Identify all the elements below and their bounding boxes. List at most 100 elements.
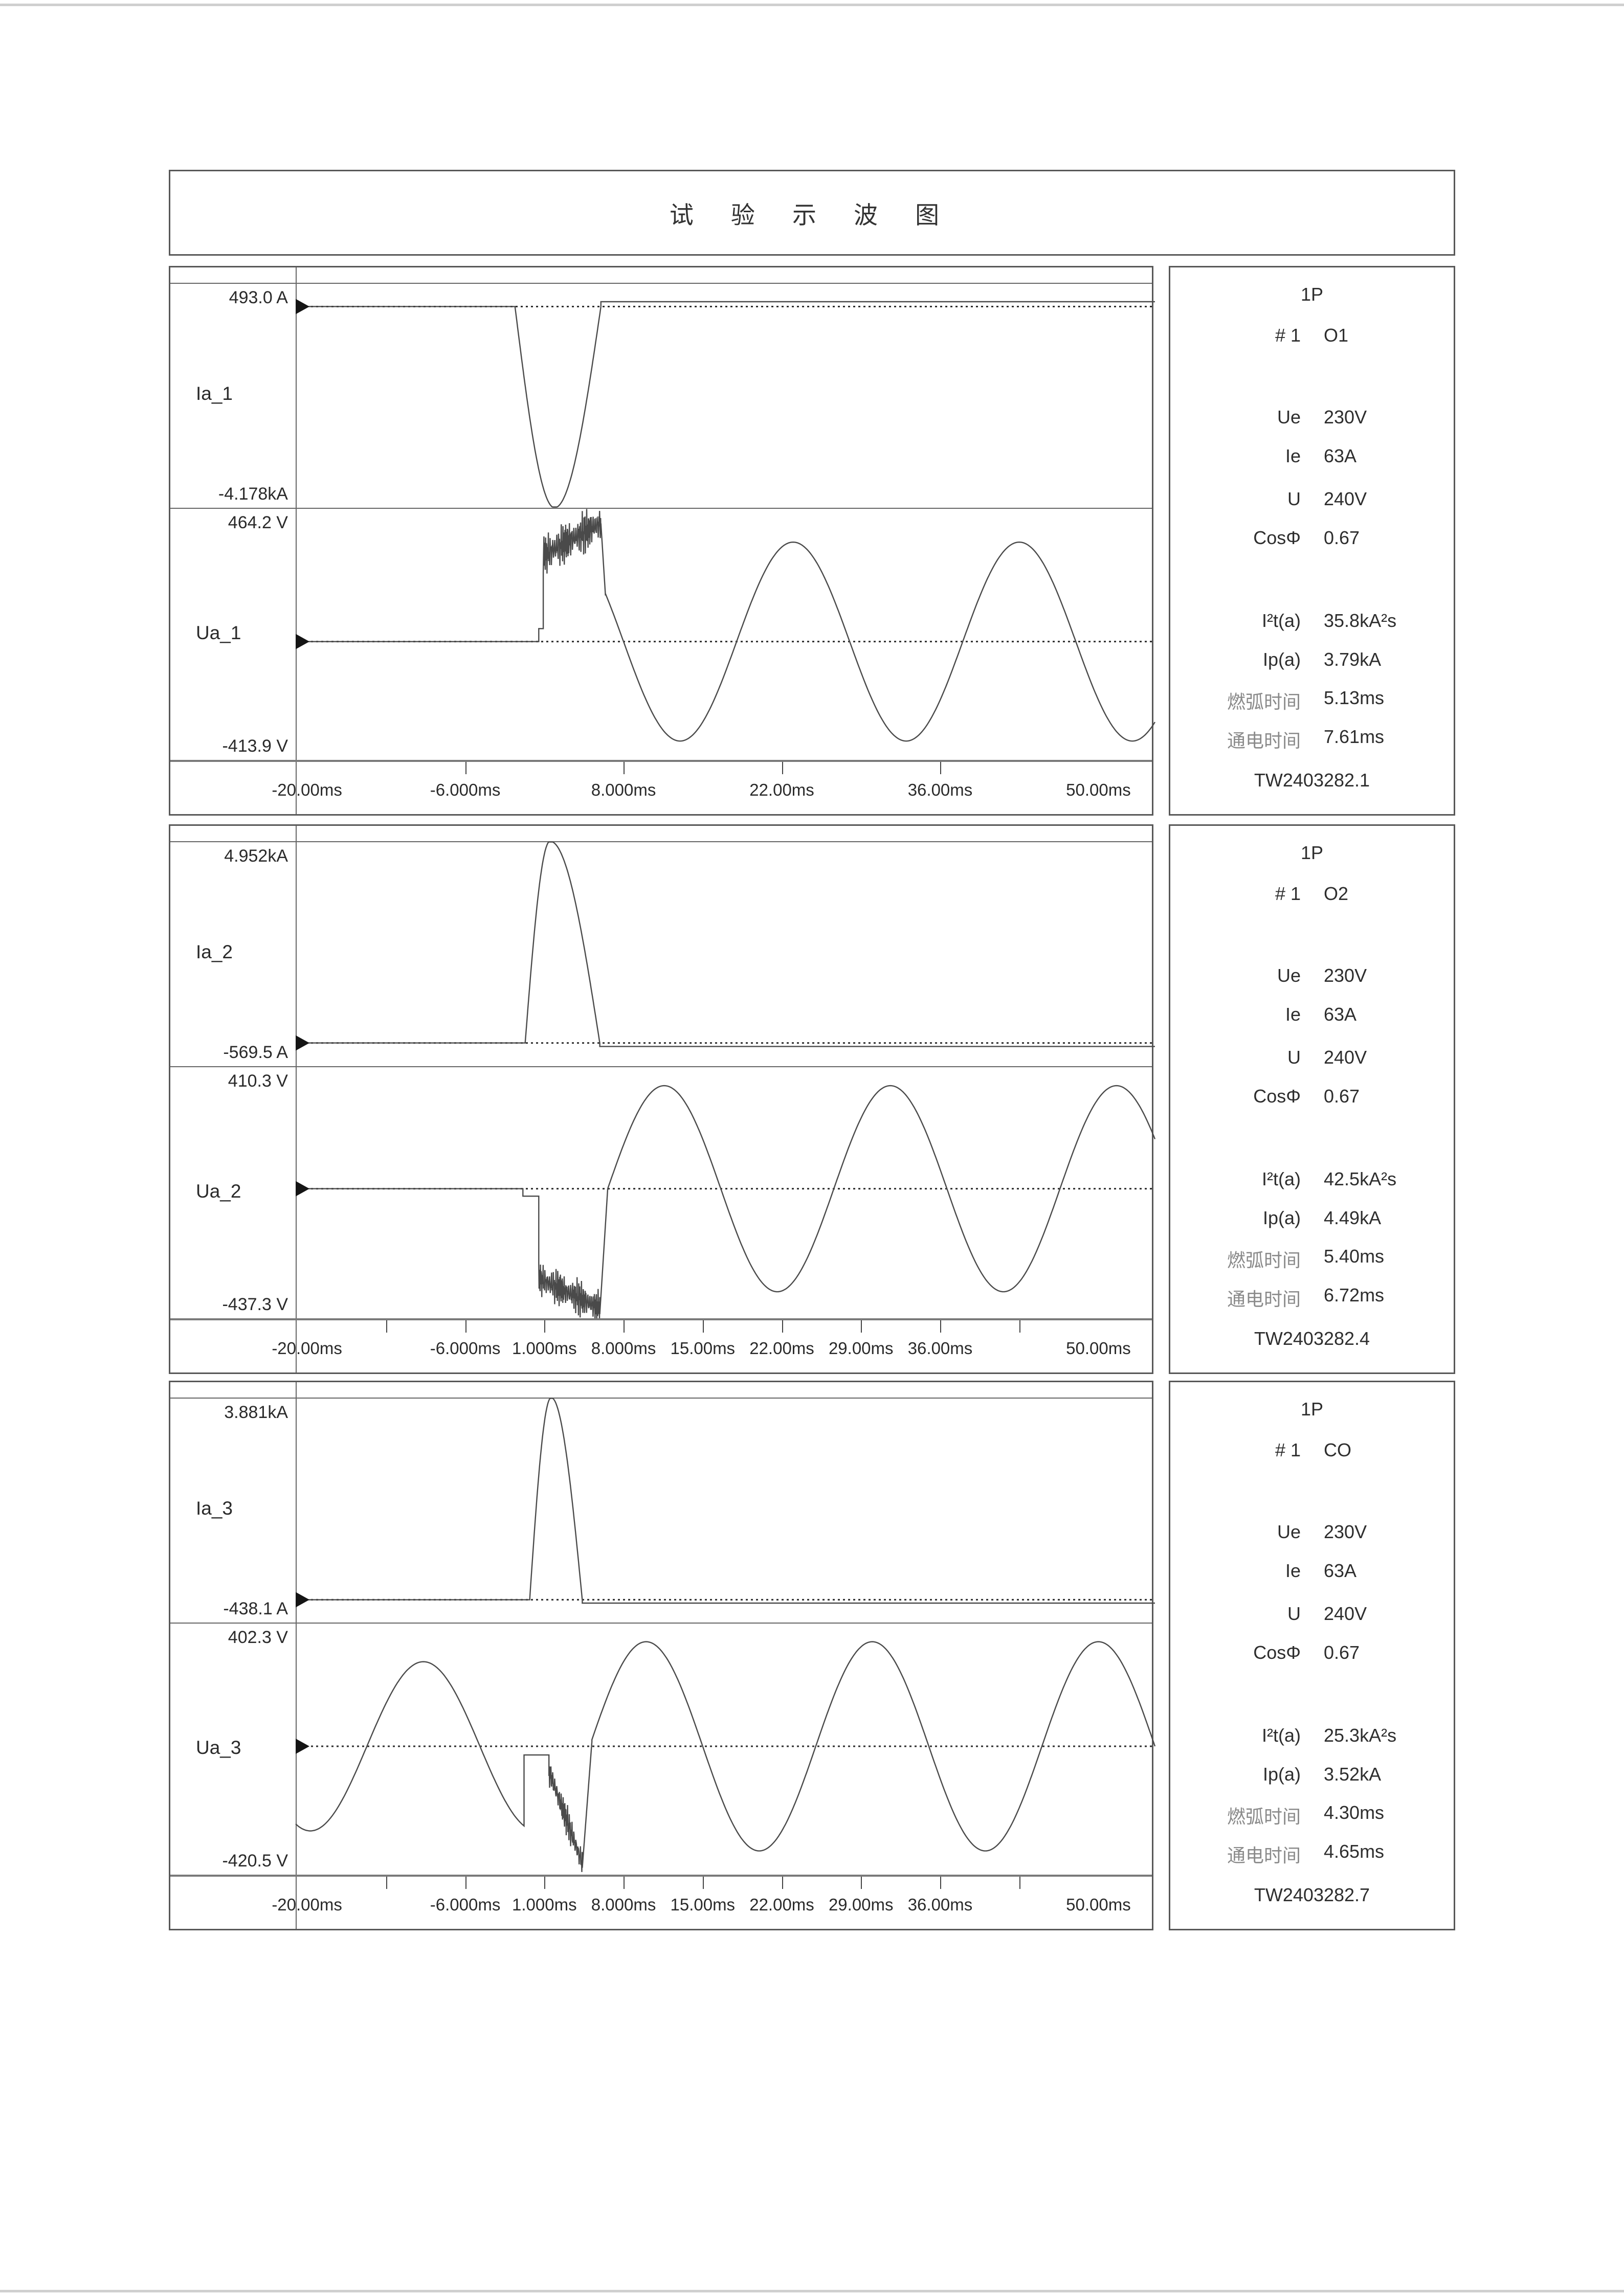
time-axis-tick — [1019, 1877, 1020, 1889]
record-number: TW2403282.4 — [1254, 1328, 1370, 1349]
time-axis-label: 29.00ms — [828, 1895, 894, 1914]
time-axis-label: -20.00ms — [272, 780, 342, 799]
time-axis-tick — [782, 1320, 783, 1333]
voltage-min-label: -437.3 V — [222, 1295, 288, 1314]
time-axis-label: 36.00ms — [907, 1339, 973, 1358]
param-name: CosΦ — [1253, 1642, 1301, 1663]
voltage-max-label: 410.3 V — [228, 1071, 288, 1091]
time-axis-tick — [940, 1320, 941, 1333]
time-axis-tick — [465, 762, 466, 774]
result-value: 4.49kA — [1324, 1207, 1382, 1228]
panel-1-chart-box: Ia_1 493.0 A -4.178kA Ua_1 464.2 V -413.9 V -2… — [169, 266, 1156, 816]
current-chart-plot — [296, 299, 1155, 508]
time-axis-tick — [624, 762, 625, 774]
time-axis-label: -6.000ms — [430, 780, 501, 799]
param-value: 0.67 — [1324, 1086, 1360, 1107]
time-axis-tick — [940, 1877, 941, 1889]
time-axis-line — [170, 760, 1152, 762]
voltage-waveform-trace — [296, 1085, 1156, 1319]
result-name: Ip(a) — [1262, 1207, 1301, 1228]
label-column-divider — [296, 826, 297, 1372]
phase-label: 1P — [1300, 1399, 1324, 1420]
voltage-chart-plot — [296, 509, 1156, 742]
time-axis-label: 15.00ms — [670, 1895, 736, 1914]
voltage-channel-label: Ua_2 — [196, 1180, 241, 1202]
time-axis-label: 36.00ms — [907, 780, 973, 799]
current-max-label: 493.0 A — [229, 288, 288, 307]
operation-label: O1 — [1324, 325, 1349, 346]
voltage-min-label: -420.5 V — [222, 1851, 288, 1871]
time-value: 5.13ms — [1324, 687, 1385, 708]
time-value: 7.61ms — [1324, 726, 1385, 747]
current-voltage-divider — [170, 1623, 1152, 1624]
current-voltage-divider — [170, 508, 1152, 509]
voltage-channel-label: Ua_3 — [196, 1737, 241, 1758]
time-axis-tick — [386, 1320, 387, 1333]
param-value: 0.67 — [1324, 1642, 1360, 1663]
param-name: U — [1287, 1603, 1301, 1624]
current-waveform-trace — [296, 301, 1155, 508]
current-chart-plot — [296, 841, 1155, 1051]
header-strip-rule — [170, 283, 1152, 284]
voltage-waveform-trace — [296, 509, 1156, 742]
zero-line-arrow-icon — [296, 1739, 309, 1754]
shot-number-label: # 1 — [1275, 325, 1301, 346]
current-channel-label: Ia_1 — [196, 383, 233, 404]
shot-number-label: # 1 — [1275, 1439, 1301, 1460]
time-axis-tick — [702, 1320, 704, 1333]
time-axis-label: 1.000ms — [512, 1339, 577, 1358]
time-axis-label: 22.00ms — [749, 1339, 814, 1358]
scan-artifact-bottom — [0, 2290, 1624, 2292]
time-axis-label: 22.00ms — [749, 1895, 814, 1914]
result-name: Ip(a) — [1262, 649, 1301, 670]
voltage-min-label: -413.9 V — [222, 736, 288, 756]
current-min-label: -4.178kA — [218, 484, 288, 504]
time-axis-label: 8.000ms — [591, 1895, 656, 1914]
param-value: 230V — [1324, 965, 1367, 986]
param-name: Ie — [1285, 445, 1301, 466]
current-waveform-trace — [296, 841, 1155, 1047]
time-axis-tick — [624, 1320, 625, 1333]
time-name-zh: 通电时间 — [1227, 1845, 1301, 1866]
panel-3-chart-box: Ia_3 3.881kA -438.1 A Ua_3 402.3 V -420.5 V -2… — [169, 1381, 1156, 1930]
param-value: 240V — [1324, 1047, 1367, 1068]
time-name-zh: 通电时间 — [1227, 1289, 1301, 1310]
zero-line-arrow-icon — [296, 1181, 309, 1197]
zero-line-arrow-icon — [296, 299, 309, 314]
record-number: TW2403282.1 — [1254, 770, 1370, 791]
panel-3-info-box: 1P # 1 CO Ue 230V Ie 63A U 240V CosΦ 0.67 I²t(a) 25.… — [1169, 1381, 1455, 1930]
result-value: 25.3kA²s — [1324, 1725, 1397, 1746]
time-axis-label: -6.000ms — [430, 1895, 501, 1914]
phase-label: 1P — [1300, 842, 1324, 863]
time-axis-tick — [782, 762, 783, 774]
time-axis-line — [170, 1875, 1152, 1877]
time-name-zh: 通电时间 — [1227, 730, 1301, 751]
param-value: 63A — [1324, 1560, 1357, 1581]
time-axis-tick — [702, 1877, 704, 1889]
param-name: Ue — [1277, 1521, 1301, 1542]
param-name: Ie — [1285, 1004, 1301, 1025]
zero-line-arrow-icon — [296, 1035, 309, 1051]
time-value: 6.72ms — [1324, 1285, 1385, 1305]
voltage-chart-plot — [296, 1085, 1156, 1319]
param-value: 63A — [1324, 1004, 1357, 1025]
title-box: 试 验 示 波 图 — [169, 170, 1455, 256]
zero-line-arrow-icon — [296, 634, 309, 649]
time-axis-tick — [861, 1320, 862, 1333]
time-value: 4.30ms — [1324, 1802, 1385, 1823]
time-value: 5.40ms — [1324, 1246, 1385, 1267]
voltage-channel-label: Ua_1 — [196, 622, 241, 643]
time-axis-tick — [544, 1877, 546, 1889]
voltage-max-label: 464.2 V — [228, 513, 288, 532]
param-value: 63A — [1324, 445, 1357, 466]
header-strip-rule — [170, 841, 1152, 842]
time-axis-label: 8.000ms — [591, 780, 656, 799]
voltage-max-label: 402.3 V — [228, 1628, 288, 1647]
param-name: U — [1287, 1047, 1301, 1068]
param-name: CosΦ — [1253, 1086, 1301, 1107]
panel-2-chart-box: Ia_2 4.952kA -569.5 A Ua_2 410.3 V -437.3 V -2… — [169, 824, 1156, 1374]
param-value: 230V — [1324, 407, 1367, 427]
time-axis-label: 1.000ms — [512, 1895, 577, 1914]
time-axis-tick — [1019, 1320, 1020, 1333]
